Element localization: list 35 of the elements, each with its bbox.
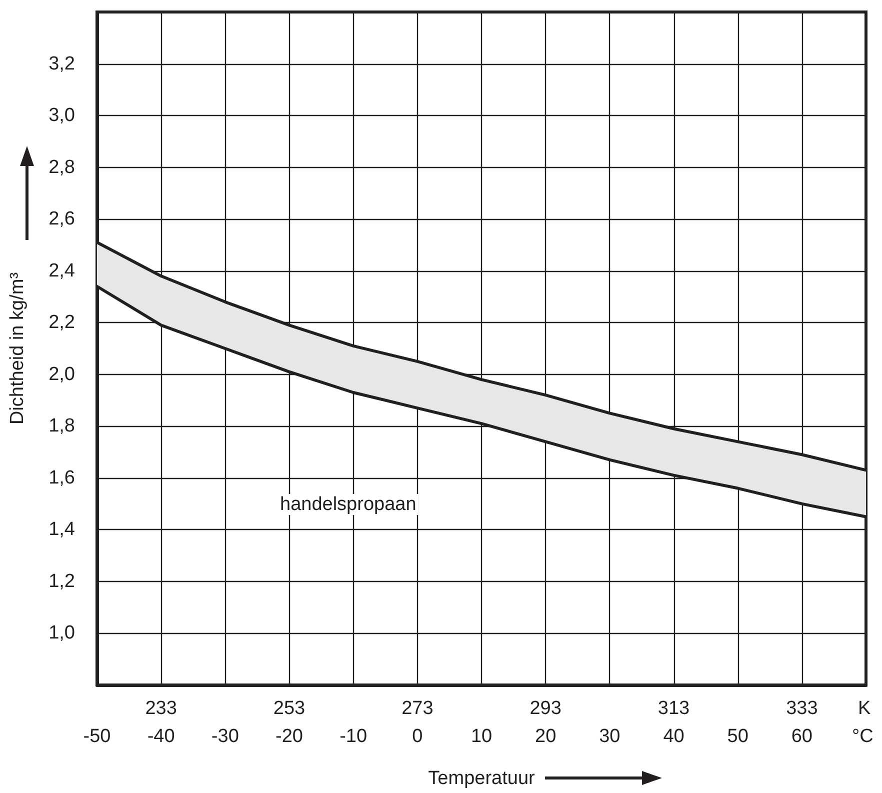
y-tick-label: 1,2 xyxy=(48,570,75,592)
y-tick-label: 2,8 xyxy=(48,156,75,178)
y-tick-label: 2,4 xyxy=(48,260,76,282)
x-tick-label: 20 xyxy=(535,726,556,747)
x-tick-label: -10 xyxy=(340,726,368,747)
y-tick-label: 2,6 xyxy=(48,208,75,230)
x2-axis-title: K xyxy=(858,698,871,719)
x-tick-label: -40 xyxy=(147,726,175,747)
y-tick-label: 1,4 xyxy=(48,519,76,540)
y-tick-label: 3,2 xyxy=(48,53,75,74)
x-tick-label: -20 xyxy=(276,726,303,747)
y-axis-title: Dichtheid in kg/m³ xyxy=(7,272,28,425)
y-tick-label: 2,0 xyxy=(48,364,75,385)
x-tick-label: -30 xyxy=(211,726,239,747)
x-axis-title: Temperatuur xyxy=(428,768,536,789)
x2-tick-label: 333 xyxy=(786,698,818,719)
y-tick-label: 3,0 xyxy=(48,105,75,126)
y-tick-label: 1,8 xyxy=(48,416,75,437)
x-tick-label: 50 xyxy=(727,726,748,747)
y-tick-label: 1,6 xyxy=(48,467,75,488)
x-tick-label: 10 xyxy=(470,726,492,747)
x2-tick-label: 293 xyxy=(530,698,562,719)
x-tick-label: 0 xyxy=(412,726,423,747)
x2-tick-label: 313 xyxy=(658,698,690,719)
text: °C xyxy=(852,726,874,747)
x-tick-label: 30 xyxy=(599,726,620,747)
x-tick-label: 40 xyxy=(663,726,684,747)
annotation: handelspropaan xyxy=(280,494,416,515)
x2-tick-label: 253 xyxy=(273,698,306,719)
x-tick-label: -50 xyxy=(83,726,111,747)
x2-tick-label: 273 xyxy=(402,698,434,719)
x-tick-label: 60 xyxy=(791,726,812,747)
x2-tick-label: 233 xyxy=(145,698,177,719)
y-tick-label: 2,2 xyxy=(48,312,75,334)
y-tick-label: 1,0 xyxy=(48,622,75,644)
